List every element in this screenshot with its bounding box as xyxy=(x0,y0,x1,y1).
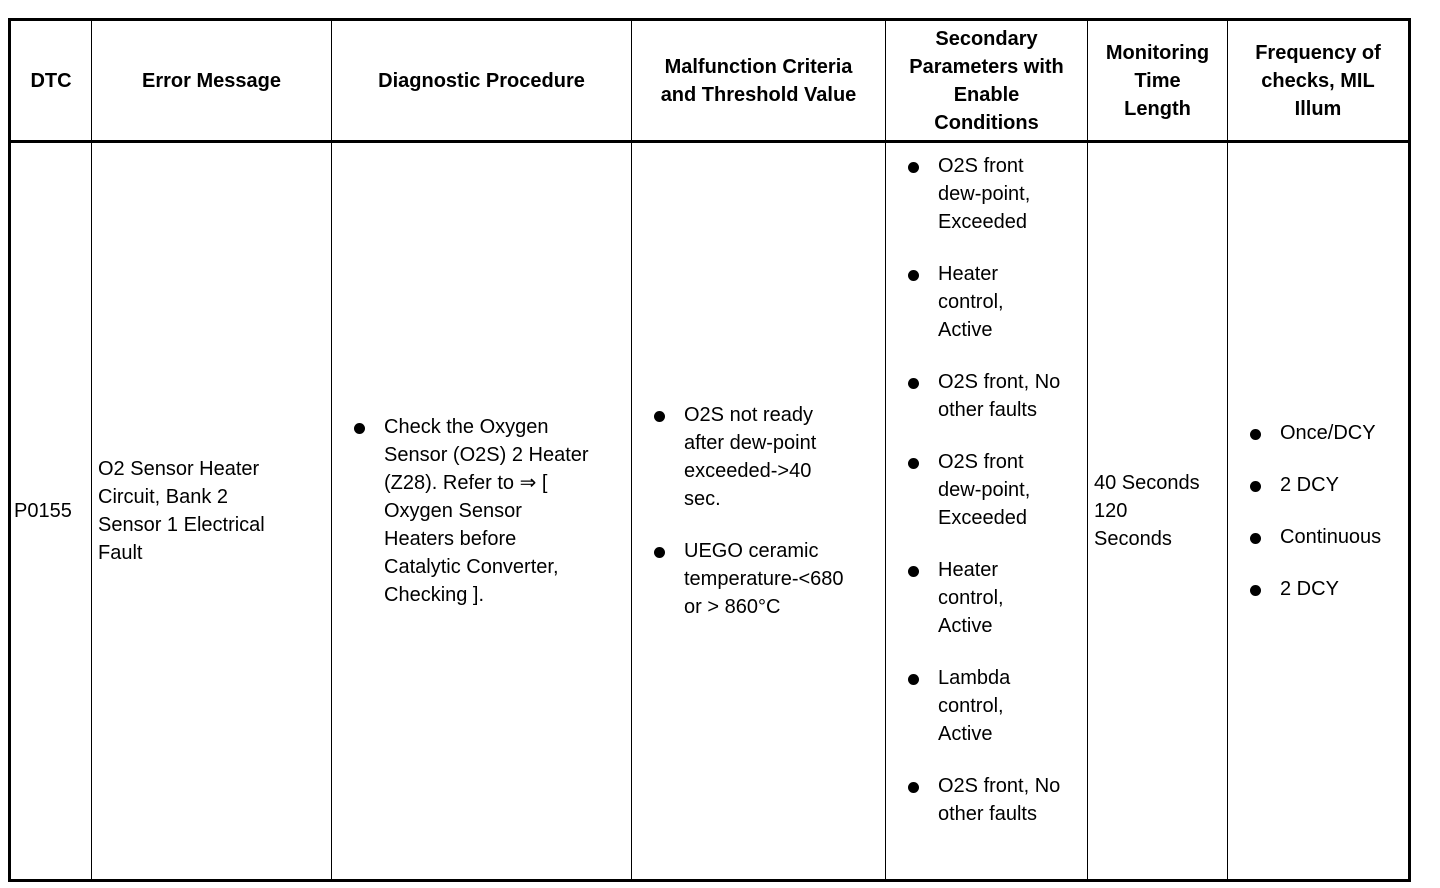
list-item-text: O2S not ready after dew-point exceeded->… xyxy=(684,404,817,510)
list-item: Check the Oxygen Sensor (O2S) 2 Heater (… xyxy=(338,413,625,609)
bullet-icon xyxy=(654,547,665,558)
dtc-table: DTC Error Message Diagnostic Procedure M… xyxy=(8,18,1411,882)
header-dtc: DTC xyxy=(9,19,92,143)
bullet-icon xyxy=(354,423,365,434)
list-item-text: O2S front dew-point, Exceeded xyxy=(938,451,1031,529)
bullet-icon xyxy=(908,378,919,389)
list-item: 2 DCY xyxy=(1234,471,1402,499)
list-item-text: Lambda control, Active xyxy=(938,667,1011,745)
list-item: Once/DCY xyxy=(1234,419,1402,447)
header-error-message: Error Message xyxy=(91,19,332,143)
bullet-icon xyxy=(1250,429,1261,440)
bullet-list: O2S not ready after dew-point exceeded->… xyxy=(638,401,879,621)
table-row: P0155 O2 Sensor Heater Circuit, Bank 2 S… xyxy=(9,141,1410,881)
list-item: Continuous xyxy=(1234,523,1402,551)
list-item: Lambda control, Active xyxy=(892,664,1081,748)
list-item-text: Heater control, Active xyxy=(938,559,1004,637)
list-item-text: Continuous xyxy=(1280,526,1382,548)
header-frequency: Frequency of checks, MIL Illum xyxy=(1227,19,1410,143)
list-item: O2S front dew-point, Exceeded xyxy=(892,448,1081,532)
list-item: Heater control, Active xyxy=(892,556,1081,640)
cell-frequency: Once/DCY 2 DCY Continuous 2 DCY xyxy=(1227,141,1410,881)
list-item: O2S front dew-point, Exceeded xyxy=(892,152,1081,236)
bullet-icon xyxy=(908,566,919,577)
bullet-list: O2S front dew-point, Exceeded Heater cont… xyxy=(892,152,1081,828)
list-item: O2S front, No other faults xyxy=(892,368,1081,424)
header-secondary-parameters: Secondary Parameters with Enable Conditi… xyxy=(885,19,1088,143)
bullet-icon xyxy=(908,162,919,173)
bullet-icon xyxy=(1250,481,1261,492)
bullet-icon xyxy=(908,270,919,281)
list-item: Heater control, Active xyxy=(892,260,1081,344)
header-diagnostic-procedure: Diagnostic Procedure xyxy=(331,19,632,143)
cell-malfunction-criteria: O2S not ready after dew-point exceeded->… xyxy=(631,141,886,881)
list-item-text: O2S front dew-point, Exceeded xyxy=(938,155,1031,233)
header-malfunction-criteria: Malfunction Criteria and Threshold Value xyxy=(631,19,886,143)
bullet-list: Check the Oxygen Sensor (O2S) 2 Heater (… xyxy=(338,413,625,609)
bullet-icon xyxy=(908,782,919,793)
cell-diagnostic-procedure: Check the Oxygen Sensor (O2S) 2 Heater (… xyxy=(331,141,632,881)
bullet-icon xyxy=(654,411,665,422)
list-item-text: Check the Oxygen Sensor (O2S) 2 Heater (… xyxy=(384,416,589,606)
list-item-text: Heater control, Active xyxy=(938,263,1004,341)
list-item-text: O2S front, No other faults xyxy=(938,371,1061,421)
list-item: UEGO ceramic temperature-<680 or > 860°C xyxy=(638,537,879,621)
header-monitoring-time: Monitoring Time Length xyxy=(1087,19,1228,143)
cell-error-message: O2 Sensor Heater Circuit, Bank 2 Sensor … xyxy=(91,141,332,881)
list-item: O2S not ready after dew-point exceeded->… xyxy=(638,401,879,513)
cell-dtc: P0155 xyxy=(9,141,92,881)
list-item: O2S front, No other faults xyxy=(892,772,1081,828)
list-item-text: O2S front, No other faults xyxy=(938,775,1061,825)
list-item-text: 2 DCY xyxy=(1280,474,1339,496)
list-item-text: 2 DCY xyxy=(1280,578,1339,600)
cell-monitoring-time: 40 Seconds 120 Seconds xyxy=(1087,141,1228,881)
header-row: DTC Error Message Diagnostic Procedure M… xyxy=(9,19,1410,143)
bullet-icon xyxy=(908,674,919,685)
cell-secondary-parameters: O2S front dew-point, Exceeded Heater cont… xyxy=(885,141,1088,881)
bullet-icon xyxy=(908,458,919,469)
bullet-icon xyxy=(1250,585,1261,596)
bullet-list: Once/DCY 2 DCY Continuous 2 DCY xyxy=(1234,419,1402,603)
list-item-text: Once/DCY xyxy=(1280,422,1376,444)
list-item-text: UEGO ceramic temperature-<680 or > 860°C xyxy=(684,540,844,618)
bullet-icon xyxy=(1250,533,1261,544)
list-item: 2 DCY xyxy=(1234,575,1402,603)
